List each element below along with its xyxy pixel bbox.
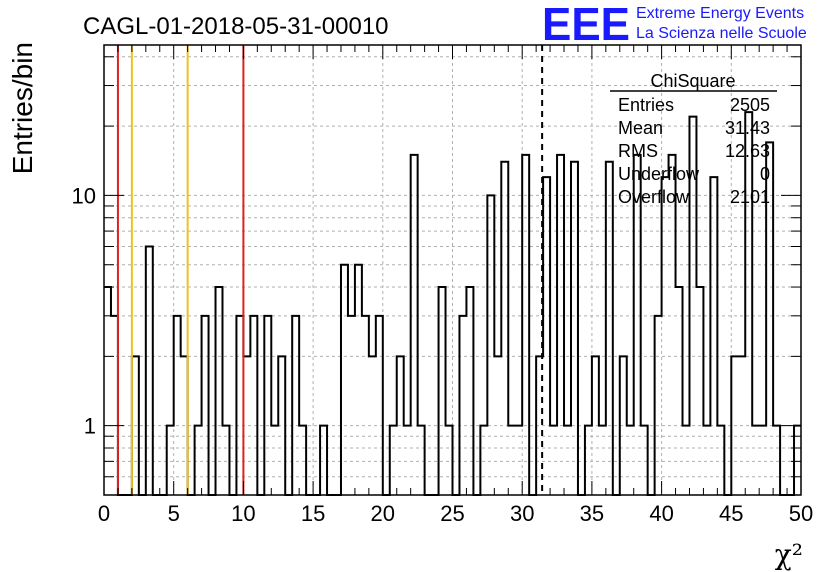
x-tick-label-30: 30: [510, 501, 534, 526]
stats-value-rms: 12.63: [725, 141, 770, 161]
stats-value-underflow: 0: [760, 164, 770, 184]
marker-lines: [116, 45, 544, 495]
logo-line-1: Extreme Energy Events: [636, 5, 804, 22]
x-tick-label-15: 15: [301, 501, 325, 526]
logo-text: EEE: [542, 0, 630, 50]
x-tick-label-0: 0: [98, 501, 110, 526]
x-tick-label-5: 5: [168, 501, 180, 526]
x-tick-label-25: 25: [440, 501, 464, 526]
x-tick-label-45: 45: [719, 501, 743, 526]
x-tick-label-50: 50: [789, 501, 813, 526]
logo-line-2: La Scienza nelle Scuole: [636, 25, 807, 42]
stats-label-rms: RMS: [618, 141, 658, 161]
stats-name: ChiSquare: [650, 71, 735, 91]
stats-value-entries: 2505: [730, 95, 770, 115]
x-tick-label-40: 40: [649, 501, 673, 526]
x-tick-label-20: 20: [371, 501, 395, 526]
stats-label-mean: Mean: [618, 118, 663, 138]
y-axis-label: Entries/bin: [7, 42, 38, 174]
x-axis-label: χ²: [775, 538, 803, 571]
y-tick-label-10: 10: [72, 183, 96, 208]
stats-label-entries: Entries: [618, 95, 674, 115]
stats-value-mean: 31.43: [725, 118, 770, 138]
axes: 0 5 10 15 20 25 30 35 40 45 50 1 10: [72, 44, 813, 526]
stats-label-underflow: Underflow: [618, 164, 700, 184]
chart-title: CAGL-01-2018-05-31-00010: [83, 13, 389, 40]
y-tick-label-1: 1: [84, 414, 96, 439]
stats-value-overflow: 2101: [730, 187, 770, 207]
eee-logo: EEE Extreme Energy Events La Scienza nel…: [542, 0, 807, 50]
stats-box: ChiSquare Entries 2505 Mean 31.43 RMS 12…: [610, 71, 777, 207]
stats-label-overflow: Overflow: [618, 187, 690, 207]
x-tick-label-35: 35: [580, 501, 604, 526]
x-tick-label-10: 10: [231, 501, 255, 526]
